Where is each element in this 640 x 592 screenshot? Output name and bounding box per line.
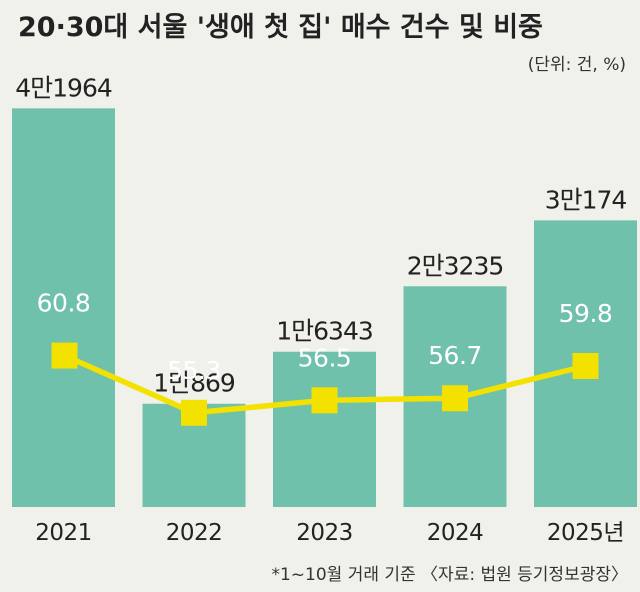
year-label: 2022 [166, 520, 223, 546]
bar-value-label: 1만869 [153, 369, 235, 398]
share-marker-3 [311, 387, 338, 414]
year-label: 2024 [427, 520, 484, 546]
bar-3 [273, 351, 376, 507]
footnote: *1~10월 거래 기준 〈자료: 법원 등기정보광장〉 [271, 565, 628, 585]
bars-group [12, 108, 637, 508]
share-marker-2 [181, 399, 207, 426]
year-label: 2021 [35, 520, 92, 546]
bar-value-label: 4만1964 [15, 73, 112, 102]
chart-title: 20·30대 서울 '생애 첫 집' 매수 건수 및 비중 [18, 12, 543, 43]
share-marker-5 [572, 353, 599, 379]
bar-value-label: 3만174 [545, 185, 627, 214]
year-labels-group: 2021 2022 2023 2024 2025년 [35, 520, 624, 546]
share-line-group [51, 342, 599, 426]
share-value-label: 59.8 [559, 299, 613, 328]
year-label: 2025년 [547, 520, 624, 546]
year-label: 2023 [296, 520, 353, 546]
bar-labels-group: 4만1964 1만869 1만6343 2만3235 3만174 [15, 73, 627, 398]
share-labels-group: 60.8 55.3 56.5 56.7 59.8 [37, 289, 613, 385]
bar-1 [12, 108, 115, 507]
share-value-label: 56.5 [298, 343, 352, 372]
share-marker-4 [442, 385, 468, 412]
share-marker-1 [51, 342, 78, 369]
share-value-label: 56.7 [428, 341, 482, 370]
bar-value-label: 2만3235 [407, 251, 504, 280]
unit-note: (단위: 건, %) [528, 55, 626, 75]
share-value-label: 55.3 [167, 356, 221, 385]
share-value-label: 60.8 [37, 289, 91, 318]
bar-value-label: 1만6343 [276, 317, 373, 346]
